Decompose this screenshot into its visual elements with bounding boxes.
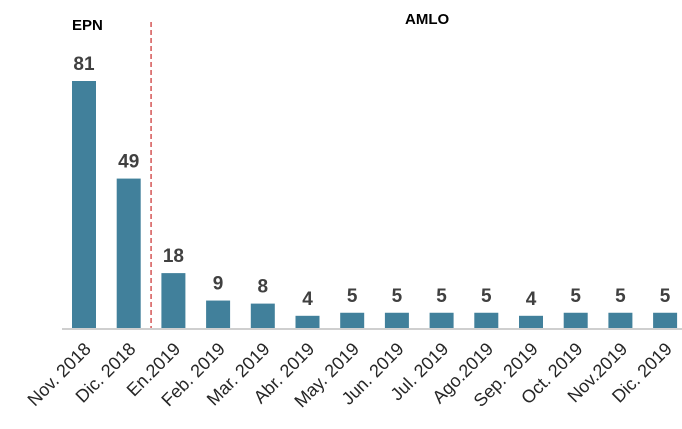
bar-1 (72, 81, 96, 328)
value-label-11: 4 (526, 289, 537, 310)
period-label-amlo: AMLO (405, 11, 449, 28)
bar-13 (608, 312, 633, 328)
value-label-3: 18 (163, 246, 184, 267)
value-label-6: 4 (302, 289, 313, 310)
value-label-9: 5 (436, 286, 447, 307)
value-label-14: 5 (660, 286, 671, 307)
bar-7 (340, 312, 365, 328)
value-label-8: 5 (392, 286, 403, 307)
value-label-4: 9 (213, 274, 224, 295)
bar-14 (653, 312, 678, 328)
value-label-2: 49 (118, 152, 139, 173)
bar-3 (161, 273, 186, 328)
value-label-1: 81 (73, 54, 95, 75)
bar-10 (474, 312, 499, 328)
value-label-7: 5 (347, 286, 358, 307)
period-label-epn: EPN (72, 17, 103, 34)
bar-5 (250, 303, 275, 328)
bar-12 (563, 312, 588, 328)
value-label-5: 8 (258, 277, 269, 298)
bars-group (72, 81, 678, 328)
bar-8 (384, 312, 409, 328)
value-label-10: 5 (481, 286, 492, 307)
value-label-12: 5 (570, 286, 581, 307)
bar-11 (519, 315, 543, 328)
bar-4 (206, 300, 231, 328)
value-labels-group: 81 49 18 9 8 4 5 5 5 5 4 5 5 5 (73, 54, 670, 310)
bar-2 (116, 178, 141, 328)
bar-9 (429, 312, 454, 328)
bar-6 (295, 315, 320, 328)
value-label-13: 5 (615, 286, 626, 307)
